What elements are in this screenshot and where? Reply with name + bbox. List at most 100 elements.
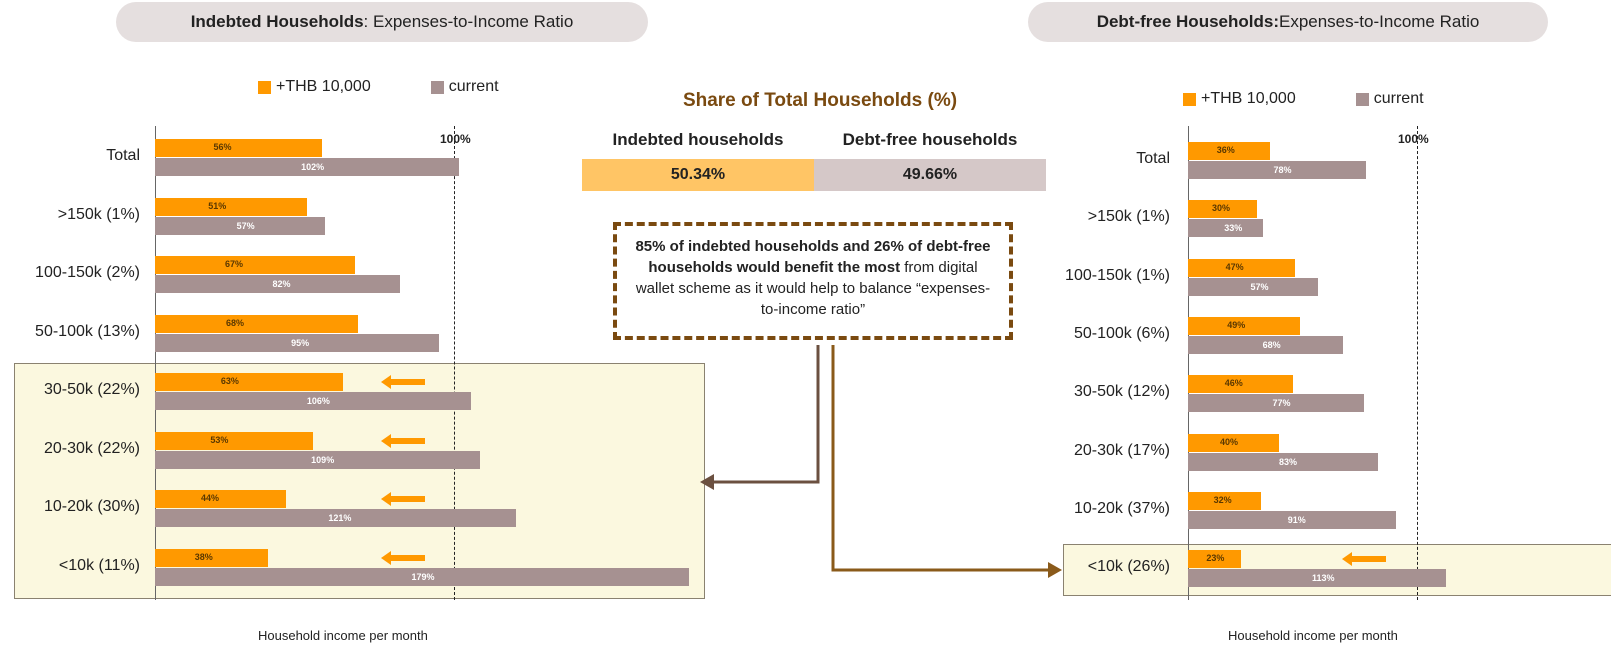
bar-current [155,158,460,176]
bar-current [155,333,439,352]
bar-current [155,450,481,469]
bar-label-plus: 53% [210,434,229,445]
bar-current [1188,569,1447,588]
bar-plus-10000 [1188,316,1300,335]
legend-swatch-current [430,80,444,94]
bar-plus-10000 [1188,433,1280,452]
legend-label-plus: +THB 10,000 [276,78,371,95]
bar-label-plus: 68% [226,317,245,328]
highlight-arrow-icon [381,492,425,506]
highlight-arrow-icon [1342,552,1386,567]
bar-plus-10000 [155,373,344,391]
category-label: 30-50k (22%) [43,381,140,398]
right-xlabel: Household income per month [1228,628,1398,643]
bar-current [1188,452,1378,471]
category-label: <10k (26%) [1087,558,1170,576]
bar-current [1188,335,1344,354]
bar-label-plus: 56% [213,142,232,152]
bar-plus-10000 [155,431,314,450]
bar-label-current: 68% [1262,339,1281,350]
bar-label-current: 102% [301,162,325,172]
bar-plus-10000 [1188,491,1262,510]
bar-label-plus: 47% [1225,261,1244,272]
bar-label-plus: 23% [1206,553,1225,564]
bar-label-current: 91% [1287,514,1306,525]
legend-label-current: current [448,78,499,95]
bar-plus-10000 [1188,550,1241,569]
connector-to-right [831,345,1050,572]
bar-plus-10000 [1188,200,1257,219]
bar-current [155,275,400,293]
highlight-arrow-icon [381,550,425,565]
bar-label-plus: 49% [1227,319,1246,330]
category-label: Total [1136,150,1170,167]
connector-left-head [700,474,714,490]
bar-current [1188,219,1264,238]
bar-label-current: 109% [311,454,335,465]
bar-label-plus: 36% [1216,145,1235,155]
connector-right-head [1048,562,1062,578]
bar-label-plus: 30% [1211,203,1230,214]
right-title-bold: Debt-free Households: [1096,12,1279,31]
bar-label-plus: 44% [200,493,219,503]
share-debtfree-value: 49.66% [814,159,1046,191]
category-label: Total [106,147,140,164]
legend-label-current: current [1373,90,1424,107]
bar-plus-10000 [155,314,358,333]
category-label: >150k (1%) [1087,208,1170,226]
legend-swatch-plus [258,80,271,94]
bar-plus-10000 [155,490,287,508]
bar-label-current: 95% [291,337,310,348]
left-xlabel: Household income per month [258,628,428,643]
left-legend: +THB 10,000 current [258,78,559,96]
legend-swatch-current [1355,92,1369,106]
category-label: 100-150k (1%) [1065,266,1170,284]
bar-plus-10000 [1188,375,1294,394]
highlight-arrow-icon [381,375,425,389]
category-label: 50-100k (13%) [35,322,140,340]
bar-label-current: 57% [1250,281,1269,292]
legend-item-plus: +THB 10,000 [1183,90,1296,108]
category-label: 20-30k (22%) [43,439,140,457]
left-ref-label: 100% [440,132,471,146]
legend-swatch-plus [1183,92,1196,106]
bar-label-plus: 51% [208,200,227,211]
right-highlight-box [1063,544,1611,596]
category-label: 20-30k (17%) [1073,441,1170,459]
y-axis-line [1188,126,1189,600]
connector-to-left [712,345,820,484]
category-label: 30-50k (12%) [1073,383,1170,401]
legend-item-plus: +THB 10,000 [258,78,371,96]
bar-label-current: 57% [236,220,255,231]
bar-plus-10000 [155,197,308,216]
left-title-rest: : Expenses-to-Income Ratio [363,12,574,31]
bar-label-plus: 40% [1219,436,1238,447]
bar-label-current: 106% [306,396,330,406]
category-label: <10k (11%) [58,556,140,574]
bar-current [155,216,326,235]
bar-plus-10000 [1188,258,1296,277]
legend-label-plus: +THB 10,000 [1201,90,1296,107]
bar-label-plus: 63% [220,376,239,386]
category-label: 10-20k (37%) [1073,499,1170,517]
right-title-pill: Debt-free Households: Expenses-to-Income… [1028,2,1548,42]
bar-label-current: 82% [272,279,291,289]
bar-label-current: 77% [1272,398,1291,409]
bar-current [155,567,690,586]
share-indebted-label: Indebted households [612,130,784,149]
bar-label-current: 83% [1279,456,1298,467]
legend-item-current: current [1355,90,1424,108]
bar-current [155,509,517,527]
left-title-pill: Indebted Households: Expenses-to-Income … [116,2,648,42]
bar-label-current: 33% [1224,223,1243,234]
bar-current [155,392,472,410]
bar-plus-10000 [155,548,269,567]
bar-label-plus: 46% [1224,378,1243,389]
bar-plus-10000 [155,256,355,274]
share-title: Share of Total Households (%) [682,90,958,111]
right-ref-label: 100% [1398,132,1429,146]
benefit-note: 85% of indebted households and 26% of de… [613,222,1013,340]
left-title-bold: Indebted Households [190,12,364,31]
right-legend: +THB 10,000 current [1183,90,1484,108]
